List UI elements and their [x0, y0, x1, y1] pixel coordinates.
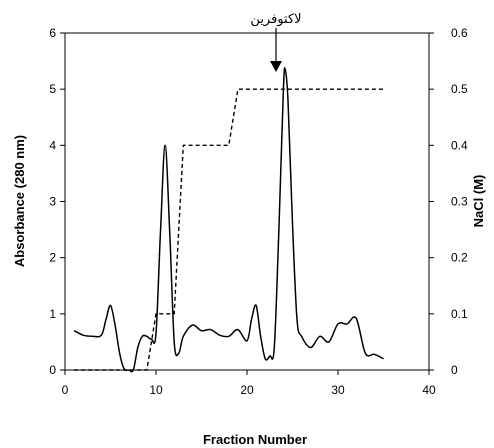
- annotation-arrowhead: [270, 61, 282, 72]
- y2-tick-label: 0.6: [451, 26, 468, 40]
- y2-axis-ticks: 0 0.1 0.2 0.3 0.4 0.5 0.6: [429, 26, 468, 377]
- y-tick-label: 3: [49, 195, 56, 209]
- y-tick-label: 2: [49, 251, 56, 265]
- y2-tick-label: 0.2: [451, 251, 468, 265]
- series-line-absorbance: [73, 67, 384, 373]
- x-tick-label: 10: [149, 383, 163, 397]
- y-tick-label: 4: [49, 138, 56, 152]
- series-layer: [73, 67, 384, 373]
- y2-tick-label: 0.1: [451, 307, 468, 321]
- y2-tick-label: 0.4: [451, 138, 468, 152]
- y2-tick-label: 0: [451, 363, 458, 377]
- y-tick-label: 6: [49, 26, 56, 40]
- series-line-nacl: [74, 88, 384, 371]
- x-axis-ticks: 0 10 20 30 40: [62, 370, 436, 397]
- y2-tick-label: 0.5: [451, 82, 468, 96]
- annotation-label: لاكتوفرين: [250, 11, 301, 27]
- y-tick-label: 0: [49, 363, 56, 377]
- y-axis-ticks: 0 1 2 3 4 5 6: [49, 26, 65, 377]
- x-axis-title: Fraction Number: [203, 432, 307, 447]
- y-tick-label: 5: [49, 82, 56, 96]
- x-tick-label: 0: [62, 383, 69, 397]
- y-tick-label: 1: [49, 307, 56, 321]
- y-axis-title: Absorbance (280 nm): [12, 135, 27, 267]
- x-tick-label: 30: [331, 383, 345, 397]
- y2-tick-label: 0.3: [451, 195, 468, 209]
- x-tick-label: 40: [422, 383, 436, 397]
- y2-axis-title: NaCl (M): [471, 175, 486, 228]
- plot-frame: [64, 32, 430, 371]
- x-tick-label: 20: [240, 383, 254, 397]
